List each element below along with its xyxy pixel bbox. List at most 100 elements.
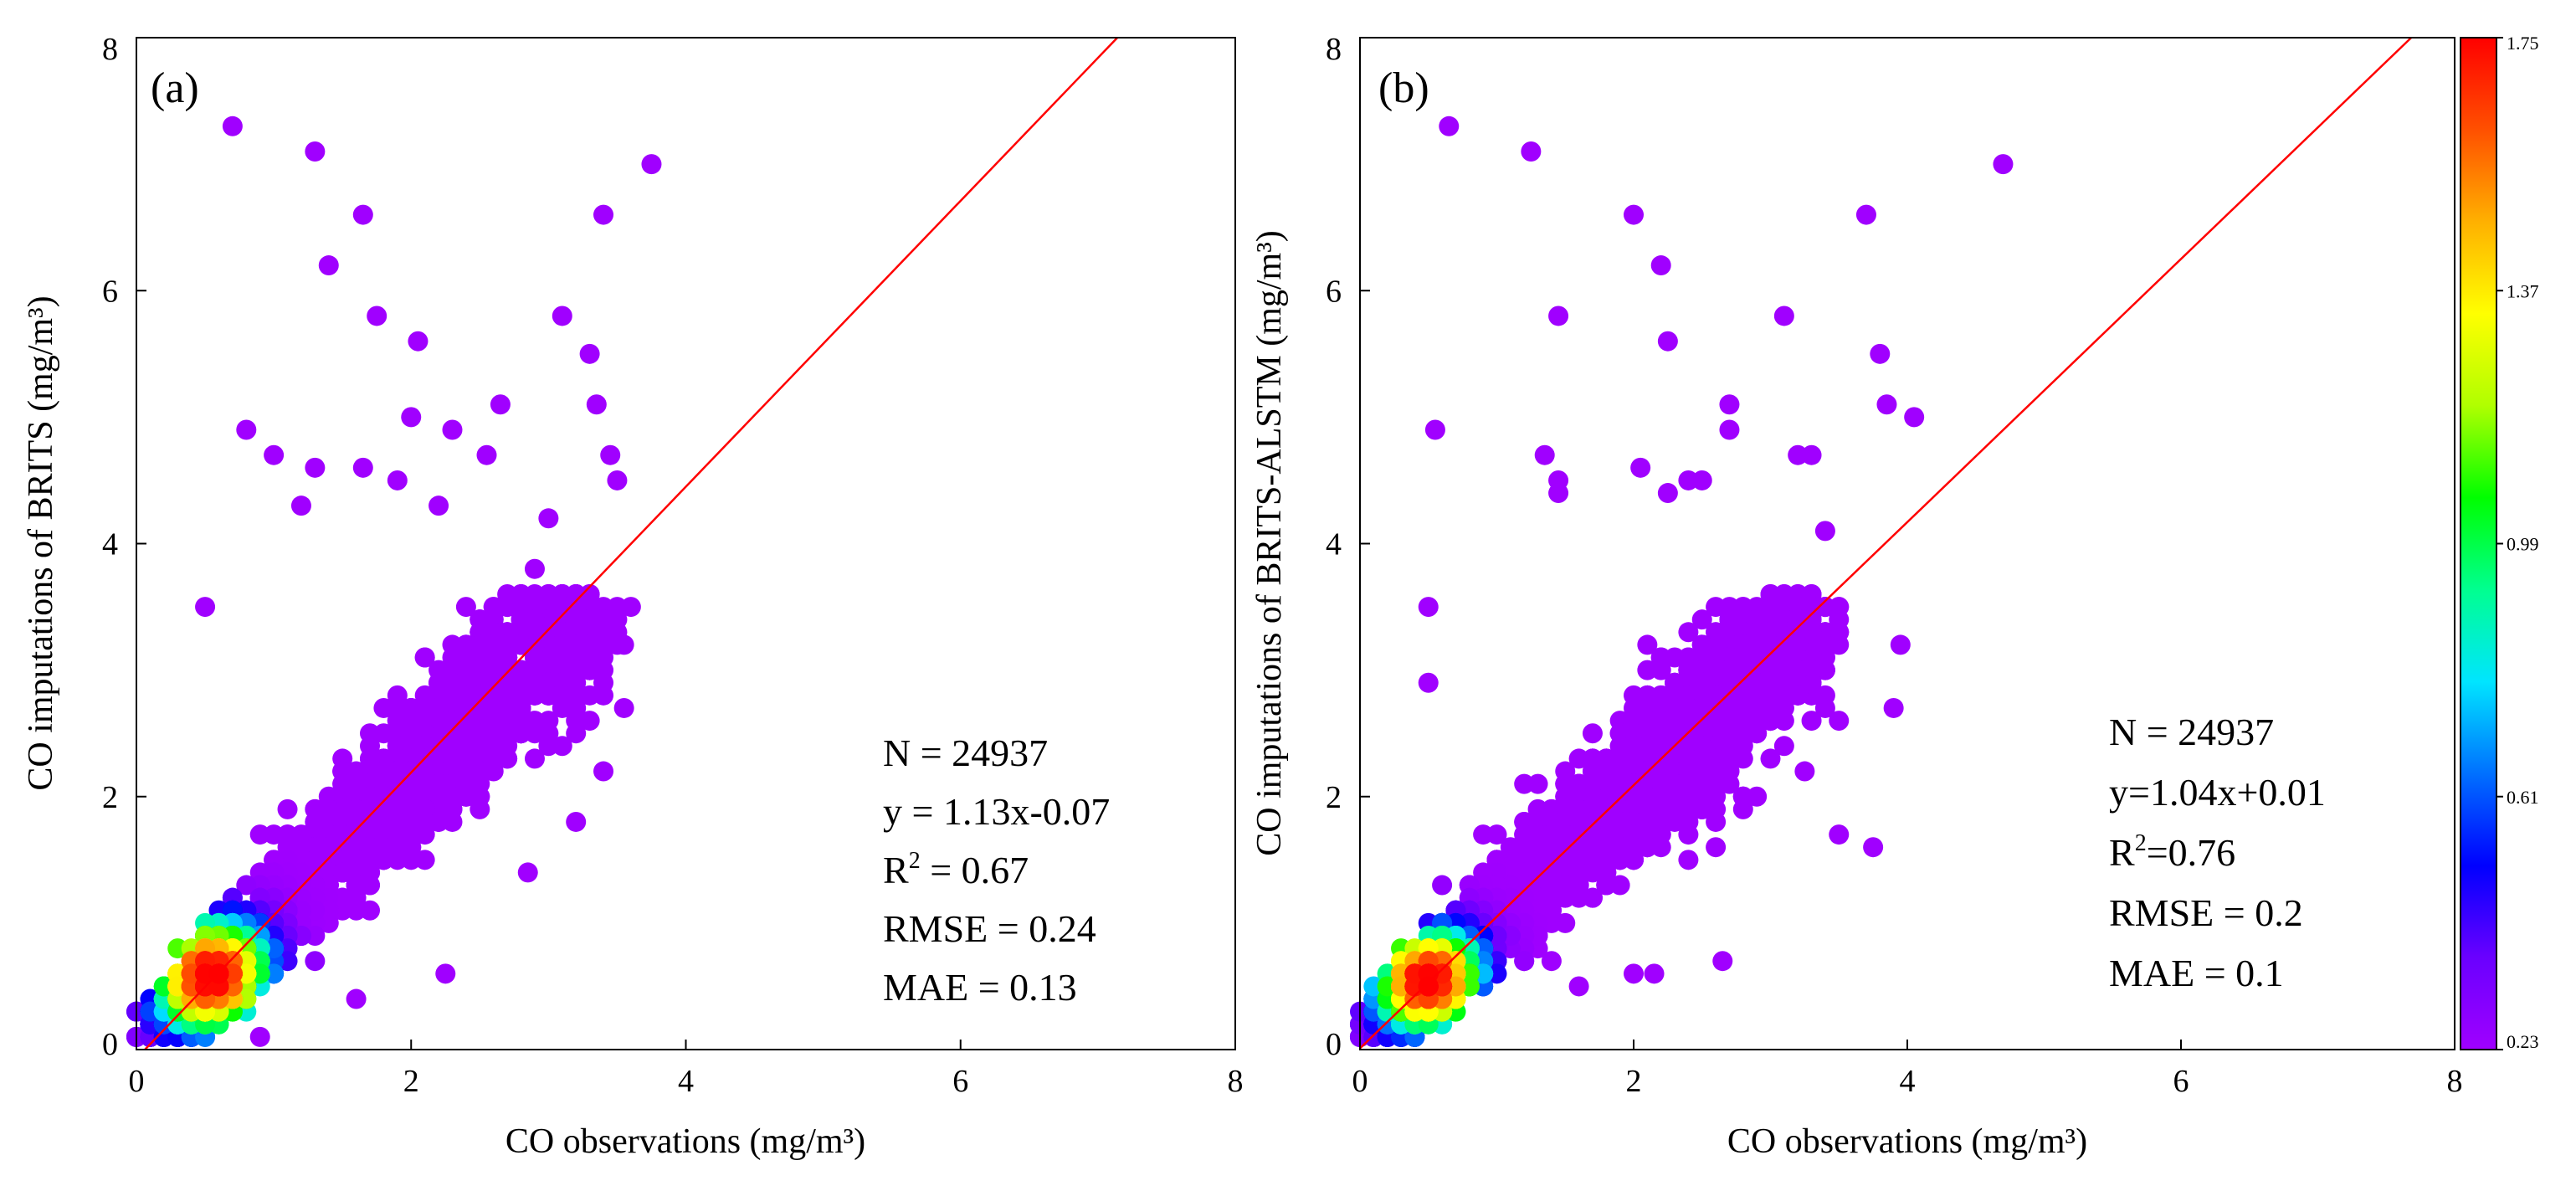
panel-a-point bbox=[346, 988, 367, 1009]
panel-b-point bbox=[1650, 255, 1671, 276]
panel-a-point bbox=[524, 685, 545, 706]
panel-b-point bbox=[1514, 773, 1535, 794]
panel-b-point bbox=[1760, 748, 1781, 769]
panel-b-point bbox=[1829, 824, 1850, 845]
panel-a-label: (a) bbox=[151, 64, 199, 112]
panel-a-point bbox=[318, 900, 339, 921]
panel-a-point bbox=[483, 761, 504, 782]
panel-b-point bbox=[1439, 116, 1460, 136]
panel-a-point bbox=[476, 444, 497, 465]
panel-a-point bbox=[538, 736, 559, 757]
panel-a-point bbox=[387, 470, 408, 490]
panel-b-point bbox=[1678, 850, 1699, 870]
panel-a-stat-mae: MAE = 0.13 bbox=[883, 966, 1077, 1009]
panel-a-point bbox=[414, 824, 435, 845]
panel-b-point bbox=[1657, 483, 1678, 504]
panel-a-point bbox=[153, 976, 174, 997]
panel-a-point bbox=[470, 798, 490, 819]
panel-a-point bbox=[593, 761, 614, 782]
panel-b-point bbox=[1890, 634, 1911, 655]
panel-a-point bbox=[318, 255, 339, 276]
panel-b-point bbox=[1993, 154, 2014, 175]
panel-b-point bbox=[1814, 521, 1835, 542]
panel-b-point bbox=[1432, 875, 1453, 896]
panel-b-point bbox=[1719, 419, 1740, 440]
panel-b-point bbox=[1706, 837, 1727, 858]
panel-b-point bbox=[1582, 723, 1603, 744]
panel-b-point bbox=[1855, 204, 1876, 225]
panel-a-point bbox=[332, 862, 353, 883]
panel-a-stat-equation: y = 1.13x-0.07 bbox=[883, 790, 1110, 833]
panel-a-point bbox=[167, 976, 188, 997]
panel-a-point bbox=[305, 900, 326, 921]
panel-a-point bbox=[352, 457, 373, 478]
panel-a-point bbox=[455, 597, 476, 618]
panel-b-point bbox=[1418, 672, 1439, 693]
panel-a-point bbox=[236, 963, 257, 984]
panel-a-point bbox=[428, 811, 449, 832]
panel-a-point bbox=[524, 558, 545, 579]
panel-b-point bbox=[1706, 811, 1727, 832]
panel-a-point bbox=[222, 116, 243, 136]
panel-b-point bbox=[1637, 660, 1658, 680]
panel-a-stat-r2: R2 = 0.67 bbox=[883, 848, 1029, 891]
panel-a-point bbox=[435, 963, 456, 984]
panel-b-point bbox=[1424, 419, 1445, 440]
panel-a-point bbox=[511, 685, 531, 706]
panel-a-point bbox=[401, 837, 422, 858]
panel-a-point bbox=[538, 685, 559, 706]
panel-a-point bbox=[236, 988, 257, 1009]
panel-a-point bbox=[249, 963, 270, 984]
panel-a-point bbox=[593, 204, 614, 225]
panel-a-point bbox=[517, 862, 538, 883]
panel-a-xtick-label: 4 bbox=[678, 1064, 694, 1099]
panel-a-point bbox=[552, 697, 572, 718]
panel-a-stats: N = 24937 y = 1.13x-0.07 R2 = 0.67 RMSE … bbox=[883, 732, 1110, 1009]
panel-a-xtick-label: 2 bbox=[403, 1064, 419, 1099]
panel-b-point bbox=[1794, 761, 1815, 782]
panel-a-point bbox=[277, 951, 298, 972]
panel-a-point bbox=[373, 697, 394, 718]
panel-a-point bbox=[195, 963, 216, 984]
panel-a-point bbox=[497, 597, 518, 618]
panel-a-stat-rmse: RMSE = 0.24 bbox=[883, 907, 1096, 950]
panel-a-point bbox=[641, 154, 662, 175]
panel-a-xtick-label: 0 bbox=[129, 1064, 145, 1099]
panel-a-point bbox=[600, 444, 621, 465]
panel-b-point bbox=[1657, 331, 1678, 352]
panel-a-point bbox=[264, 444, 285, 465]
panel-a-point bbox=[579, 685, 600, 706]
panel-a-point bbox=[524, 748, 545, 769]
panel-b-point bbox=[1863, 837, 1884, 858]
panel-b-point bbox=[1870, 343, 1891, 364]
panel-a-point bbox=[367, 305, 387, 326]
panel-a-point bbox=[167, 938, 188, 959]
panel-a-point bbox=[181, 963, 202, 984]
panel-b-point bbox=[1624, 204, 1644, 225]
panel-a-point bbox=[613, 697, 634, 718]
panel-a-point bbox=[579, 660, 600, 680]
panel-a-point bbox=[442, 419, 463, 440]
panel-b-point bbox=[1801, 444, 1822, 465]
panel-a-xtick-label: 6 bbox=[952, 1064, 968, 1099]
panel-b-point bbox=[1876, 394, 1897, 415]
panel-a-point bbox=[552, 736, 572, 757]
panel-a-point bbox=[305, 457, 326, 478]
panel-a-point bbox=[264, 938, 285, 959]
panel-b-point bbox=[1637, 634, 1658, 655]
panel-a-point bbox=[290, 925, 311, 946]
panel-b-point bbox=[1534, 444, 1555, 465]
panel-a-point bbox=[552, 305, 572, 326]
panel-b-point bbox=[1644, 963, 1665, 984]
panel-a-point bbox=[352, 204, 373, 225]
panel-a-point bbox=[249, 824, 270, 845]
panel-a-point bbox=[290, 495, 311, 516]
panel-a-xlabel: CO observations (mg/m³) bbox=[505, 1122, 865, 1161]
panel-a-point bbox=[305, 951, 326, 972]
panel-a-point bbox=[387, 850, 408, 870]
panel-a-ylabel: CO imputations of BRITS (mg/m³) bbox=[22, 295, 60, 790]
panel-a-point bbox=[524, 723, 545, 744]
panel-a-point bbox=[332, 900, 353, 921]
panel-a-point bbox=[593, 685, 614, 706]
panel-a-point bbox=[264, 963, 285, 984]
